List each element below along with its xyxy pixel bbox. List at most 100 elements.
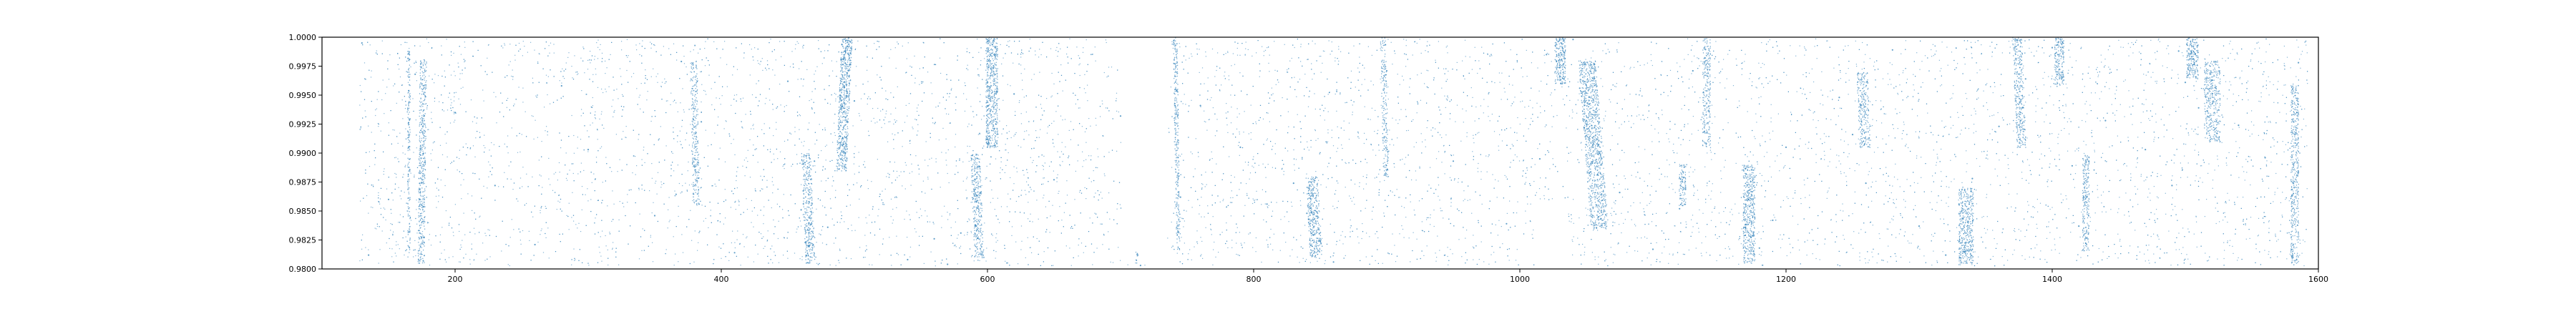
scatter-point — [1322, 50, 1324, 52]
scatter-point — [2184, 155, 2185, 157]
scatter-point — [2166, 48, 2167, 49]
scatter-point — [1335, 244, 1337, 245]
scatter-point — [680, 192, 681, 194]
scatter-point — [464, 41, 465, 43]
scatter-point — [1830, 119, 1832, 120]
scatter-point — [1051, 72, 1053, 74]
scatter-point — [1941, 200, 1942, 201]
scatter-point — [816, 263, 818, 264]
scatter-point — [2012, 254, 2014, 255]
scatter-point — [2074, 173, 2077, 175]
scatter-point — [376, 225, 379, 227]
scatter-point — [2057, 137, 2059, 138]
scatter-point — [736, 69, 738, 70]
scatter-point — [1022, 89, 1023, 90]
scatter-point — [1818, 120, 1819, 122]
scatter-point — [1697, 129, 1699, 131]
scatter-point — [2286, 57, 2288, 58]
scatter-point — [1327, 132, 1329, 134]
scatter-point — [1738, 212, 1740, 214]
scatter-point — [811, 91, 813, 92]
scatter-point — [1986, 150, 1988, 152]
scatter-point — [688, 144, 690, 146]
scatter-point — [804, 228, 805, 230]
scatter-point — [2122, 46, 2124, 48]
scatter-point — [1536, 192, 1537, 193]
scatter-point — [1539, 198, 1541, 200]
scatter-point — [2105, 127, 2107, 128]
scatter-point — [1848, 79, 1850, 81]
scatter-point — [1862, 41, 1863, 44]
scatter-point — [1816, 58, 1818, 59]
scatter-point — [953, 245, 955, 247]
scatter-point — [379, 198, 381, 200]
scatter-point — [2208, 163, 2210, 165]
scatter-point — [938, 139, 940, 141]
scatter-point — [950, 227, 952, 228]
scatter-point — [553, 52, 555, 54]
scatter-point — [1022, 79, 1023, 81]
scatter-point — [2283, 65, 2285, 67]
scatter-point — [968, 218, 970, 220]
scatter-point — [1709, 149, 1711, 151]
scatter-point — [2040, 250, 2041, 252]
scatter-point — [772, 109, 774, 110]
scatter-point — [1405, 45, 1407, 46]
scatter-point — [1419, 166, 1420, 167]
scatter-point — [1525, 210, 1526, 212]
scatter-point — [487, 44, 489, 46]
scatter-point — [1458, 239, 1460, 240]
scatter-point — [2300, 105, 2301, 107]
scatter-point — [2215, 222, 2217, 225]
scatter-point — [2168, 230, 2170, 232]
scatter-point — [1640, 88, 1641, 89]
scatter-point — [1815, 258, 1817, 260]
scatter-point — [461, 198, 462, 200]
scatter-point — [895, 67, 897, 69]
scatter-point — [980, 193, 982, 195]
scatter-point — [1053, 146, 1055, 147]
scatter-point — [1053, 170, 1054, 172]
scatter-point — [1714, 77, 1716, 79]
scatter-point — [977, 87, 978, 89]
scatter-point — [739, 242, 741, 244]
scatter-point — [1441, 210, 1443, 212]
scatter-point — [1919, 227, 1921, 229]
scatter-point — [1692, 116, 1694, 117]
scatter-point — [1890, 192, 1892, 194]
scatter-point — [391, 248, 393, 250]
scatter-point — [1472, 151, 1473, 152]
scatter-point — [1318, 180, 1319, 181]
scatter-point — [1787, 197, 1789, 200]
scatter-point — [1231, 202, 1233, 203]
scatter-point — [1176, 252, 1178, 254]
scatter-point — [1249, 172, 1252, 174]
scatter-point — [1015, 200, 1017, 202]
scatter-point — [1294, 46, 1295, 49]
scatter-point — [365, 247, 366, 248]
scatter-point — [564, 78, 565, 79]
scatter-point — [799, 114, 800, 115]
scatter-point — [2253, 124, 2255, 126]
scatter-point — [1761, 42, 1762, 44]
scatter-point — [1420, 133, 1422, 134]
scatter-point — [696, 162, 698, 163]
scatter-point — [668, 48, 670, 49]
scatter-point — [1370, 80, 1372, 82]
scatter-point — [371, 70, 372, 72]
scatter-point — [2153, 253, 2155, 255]
scatter-point — [1199, 205, 1201, 206]
scatter-point — [1961, 182, 1963, 183]
scatter-point — [459, 149, 460, 151]
scatter-point — [1020, 123, 1023, 124]
scatter-point — [914, 82, 916, 84]
scatter-point — [419, 205, 421, 207]
scatter-point — [491, 142, 492, 144]
scatter-point — [784, 140, 786, 142]
scatter-point — [2165, 192, 2166, 194]
scatter-point — [1084, 74, 1085, 75]
scatter-point — [1815, 127, 1817, 128]
scatter-point — [1754, 136, 1755, 137]
scatter-point — [1000, 206, 1002, 207]
scatter-point — [2137, 204, 2139, 205]
